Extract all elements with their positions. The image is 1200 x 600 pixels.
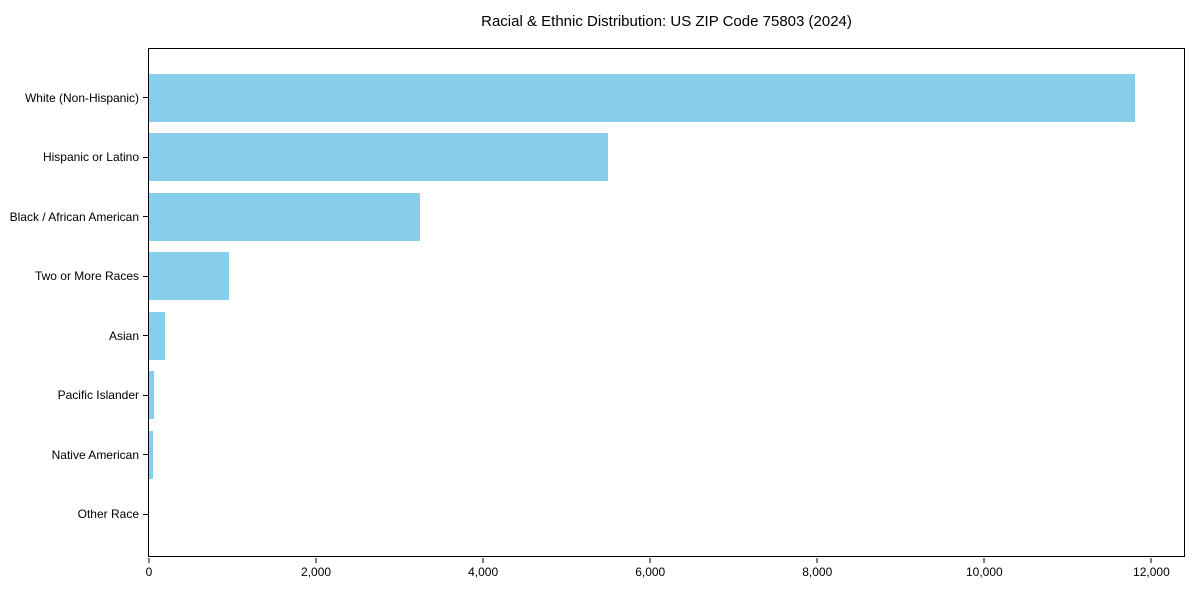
y-tick-mark [143, 513, 148, 515]
x-tick-label: 12,000 [1133, 565, 1170, 579]
bar-row [149, 425, 1184, 485]
bar-row [149, 187, 1184, 247]
y-tick-cell [143, 68, 148, 128]
category-label-other-race: Other Race [77, 507, 139, 522]
bar-row [149, 68, 1184, 128]
x-tick-label: 6,000 [635, 565, 666, 579]
bar-black-african-american [149, 192, 421, 241]
category-label-white-non-hispanic: White (Non-Hispanic) [24, 90, 139, 105]
y-tick-cell [143, 366, 148, 426]
y-tick-mark [143, 156, 148, 158]
x-tick-label: 8,000 [802, 565, 833, 579]
x-tick-mark [816, 558, 818, 563]
x-tick-label: 10,000 [965, 565, 1003, 579]
plot-area: 0 2,000 4,000 6,000 8,000 10,000 12,000 [143, 48, 1185, 579]
bar-two-or-more-races [149, 252, 230, 301]
bars-container [149, 49, 1184, 556]
x-tick-label: 4,000 [468, 565, 499, 579]
category-label-pacific-islander: Pacific Islander [57, 388, 139, 403]
x-tick-mark [983, 558, 985, 563]
category-label-hispanic-or-latino: Hispanic or Latino [42, 150, 139, 165]
y-tick-mark [143, 394, 148, 396]
x-tick-label: 2,000 [301, 565, 332, 579]
bar-row [149, 366, 1184, 426]
y-tick-mark [143, 335, 148, 337]
x-tick-mark [649, 558, 651, 563]
x-tick-label: 0 [145, 565, 153, 579]
x-tick-mark [1150, 558, 1152, 563]
category-label-native-american: Native American [51, 447, 139, 462]
bar-row [149, 485, 1184, 545]
bar-white-non-hispanic [149, 73, 1135, 122]
y-tick-mark [143, 97, 148, 99]
x-tick-mark [315, 558, 317, 563]
bar-row [149, 247, 1184, 307]
category-label-two-or-more-races: Two or More Races [34, 269, 139, 284]
category-label-black-african-american: Black / African American [9, 209, 139, 224]
y-tick-cell [143, 187, 148, 247]
y-tick-cell [143, 128, 148, 188]
category-label-asian: Asian [108, 328, 139, 343]
x-tick-mark [148, 558, 150, 563]
y-tick-cell [143, 247, 148, 307]
y-axis-ticks [143, 49, 148, 556]
y-tick-cell [143, 306, 148, 366]
x-tick-mark [482, 558, 484, 563]
y-tick-mark [143, 275, 148, 277]
y-tick-mark [143, 216, 148, 218]
bar-native-american [149, 430, 153, 479]
bar-row [149, 128, 1184, 188]
bar-pacific-islander [149, 371, 154, 420]
y-tick-cell [143, 485, 148, 545]
bar-hispanic-or-latino [149, 133, 609, 182]
y-axis-labels: White (Non-Hispanic) Hispanic or Latino Bl… [0, 49, 139, 556]
bar-asian [149, 311, 165, 360]
y-tick-cell [143, 425, 148, 485]
y-tick-mark [143, 454, 148, 456]
chart-title: Racial & Ethnic Distribution: US ZIP Cod… [481, 13, 852, 30]
bar-row [149, 306, 1184, 366]
